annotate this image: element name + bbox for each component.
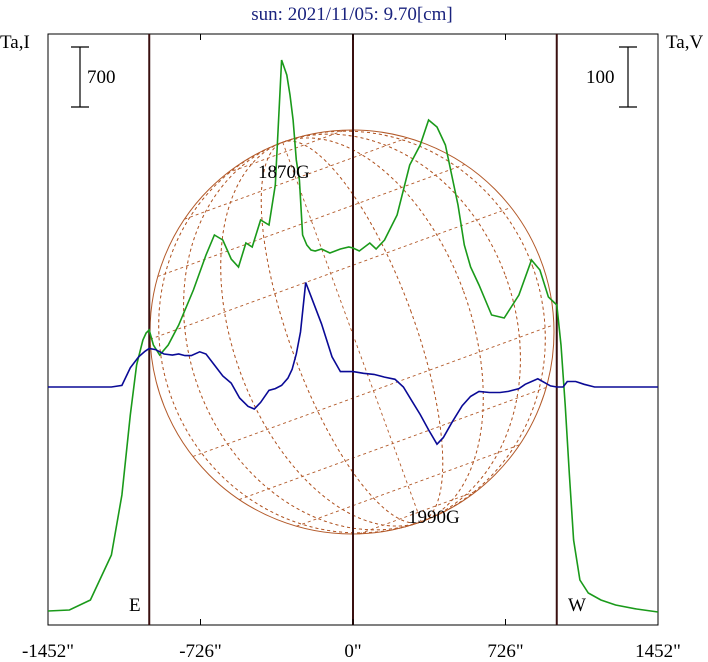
sun-grid	[149, 129, 555, 535]
longitude-line	[282, 142, 422, 522]
east-limb-label: E	[129, 595, 141, 616]
vertical-marker-lines	[148, 34, 558, 625]
x-tick-label: 0"	[344, 641, 361, 662]
right-axis-label: Ta,V	[666, 32, 703, 53]
scale-bar-left-label: 700	[87, 67, 116, 88]
x-tick-label: 726"	[487, 641, 523, 662]
annotation-1870G: 1870G	[258, 162, 310, 183]
x-tick-label: -1452"	[22, 641, 74, 662]
latitude-line	[227, 129, 345, 174]
longitude-line	[183, 133, 521, 531]
left-axis-label: Ta,I	[0, 32, 30, 53]
polarization-series-line	[48, 282, 658, 446]
chart-title: sun: 2021/11/05: 9.70[cm]	[251, 4, 452, 25]
intensity-series-line	[47, 59, 659, 613]
scale-bar-right-label: 100	[586, 67, 615, 88]
latitude-line	[359, 490, 477, 535]
longitude-line	[158, 130, 546, 534]
x-tick-label: -726"	[179, 641, 222, 662]
scale-bar-left	[71, 46, 89, 108]
longitude-line	[220, 137, 484, 527]
west-limb-label: W	[568, 595, 586, 616]
x-axis-ticks: -1452" -726" 0" 726" 1452"	[22, 34, 681, 662]
x-tick-label: 1452"	[635, 641, 681, 662]
scale-bar-right	[619, 46, 637, 108]
latitude-line	[157, 164, 465, 277]
annotation-1990G: 1990G	[408, 507, 460, 528]
